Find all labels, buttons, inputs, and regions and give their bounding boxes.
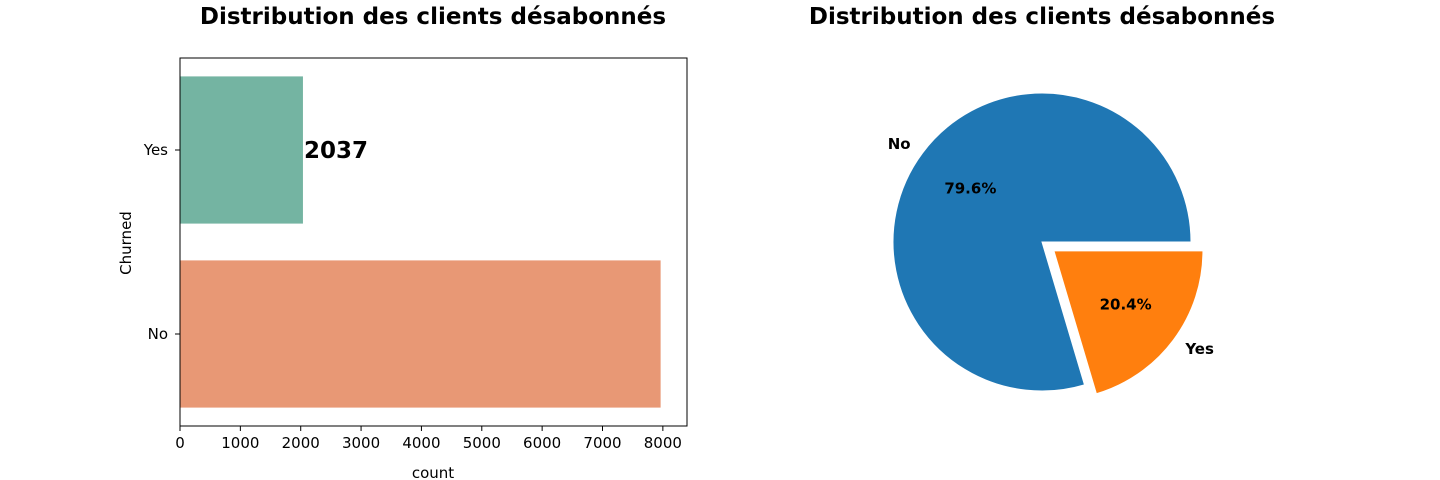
bar-value-label: 2037: [304, 138, 368, 164]
y-tick-label: Yes: [143, 141, 168, 159]
bar-chart: Distribution des clients désabonnés 2037…: [117, 4, 688, 480]
bar-axes-frame: [179, 57, 688, 427]
y-tick-label: No: [148, 325, 168, 343]
pie-label: Yes: [1184, 340, 1214, 358]
pie-marks: No 79.6% Yes 20.4%: [888, 92, 1214, 395]
x-tick-label: 0: [175, 434, 185, 452]
x-axis-ticks: 0 1000 2000 3000 4000 5000 6000 7000 8000: [175, 426, 682, 452]
x-tick-label: 5000: [463, 434, 501, 452]
pie-chart-title: Distribution des clients désabonnés: [809, 4, 1275, 30]
pie-percent-label: 79.6%: [944, 180, 996, 198]
bar-chart-title: Distribution des clients désabonnés: [200, 4, 666, 30]
x-tick-label: 1000: [221, 434, 259, 452]
bar-yes: [180, 76, 303, 224]
y-axis-label: Churned: [117, 211, 135, 275]
x-tick-label: 3000: [342, 434, 380, 452]
bar-marks: 2037: [180, 76, 661, 408]
x-tick-label: 8000: [644, 434, 682, 452]
bar-no: [180, 260, 661, 408]
pie-slice-no: [892, 92, 1192, 392]
x-tick-label: 7000: [583, 434, 621, 452]
x-axis-label: count: [412, 464, 454, 480]
pie-label: No: [888, 135, 911, 153]
pie-slice-yes: [1053, 250, 1204, 395]
x-tick-label: 6000: [523, 434, 561, 452]
x-tick-label: 4000: [402, 434, 440, 452]
pie-percent-label: 20.4%: [1100, 295, 1152, 313]
x-tick-label: 2000: [282, 434, 320, 452]
y-axis-ticks: Yes No: [143, 141, 180, 343]
pie-chart: Distribution des clients désabonnés No 79…: [809, 4, 1275, 395]
